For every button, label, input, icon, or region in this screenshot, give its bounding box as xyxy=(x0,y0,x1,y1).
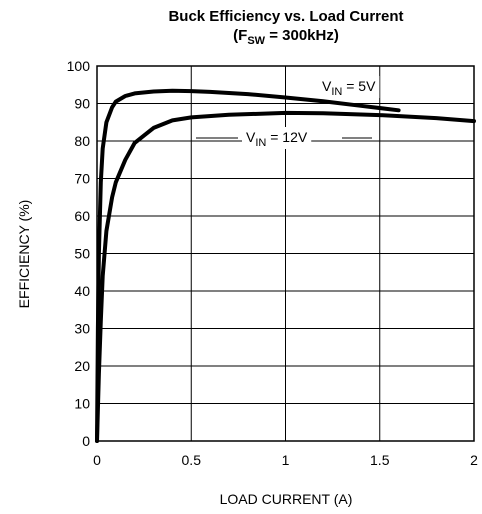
y-tick-label: 0 xyxy=(82,433,90,449)
series-label-text: VIN = 12V xyxy=(246,129,308,149)
y-tick-label: 100 xyxy=(67,58,91,74)
subtitle-rest: = 300kHz) xyxy=(265,27,339,44)
series-label-rest: = 5V xyxy=(342,78,376,94)
y-tick-label: 30 xyxy=(74,321,90,337)
y-tick-label: 20 xyxy=(74,358,90,374)
series-label-bg xyxy=(242,127,312,149)
series-label-rest: = 12V xyxy=(266,129,308,145)
subtitle-main: (F xyxy=(233,27,247,44)
y-tick-label: 80 xyxy=(74,133,90,149)
y-tick-label: 90 xyxy=(74,96,90,112)
series-label-text: VIN = 5V xyxy=(322,78,376,98)
chart-subtitle: (FSW = 300kHz) xyxy=(233,27,339,47)
x-tick-label: 0.5 xyxy=(182,452,202,468)
series-label-main: V xyxy=(246,129,256,145)
series-line-0 xyxy=(95,88,401,443)
x-tick-label: 1.5 xyxy=(370,452,390,468)
x-tick-label: 1 xyxy=(282,452,290,468)
chart-title: Buck Efficiency vs. Load Current xyxy=(168,8,403,25)
x-tick-label: 2 xyxy=(470,452,478,468)
y-tick-label: 70 xyxy=(74,171,90,187)
x-tick-label: 0 xyxy=(93,452,101,468)
series-lines xyxy=(95,88,476,443)
plot-frame xyxy=(96,65,475,442)
x-axis-title: LOAD CURRENT (A) xyxy=(220,491,353,507)
y-tick-label: 60 xyxy=(74,208,90,224)
y-tick-label: 40 xyxy=(74,283,90,299)
y-axis-title: EFFICIENCY (%) xyxy=(16,200,32,309)
series-label-1: VIN = 12V xyxy=(196,127,372,149)
series-label-sub: IN xyxy=(255,137,266,149)
subtitle-sub: SW xyxy=(247,35,265,47)
grid xyxy=(97,66,474,441)
tick-labels: 0 10 20 30 40 50 60 70 80 90 100 0 0.5 1 1.5 2 xyxy=(67,58,478,468)
y-tick-label: 50 xyxy=(74,246,90,262)
series-label-sub: IN xyxy=(331,86,342,98)
series-label-0: VIN = 5V xyxy=(318,76,380,98)
y-tick-label: 10 xyxy=(74,396,90,412)
series-line-1 xyxy=(95,110,476,443)
series-label-main: V xyxy=(322,78,332,94)
series-label-bg xyxy=(318,76,380,98)
